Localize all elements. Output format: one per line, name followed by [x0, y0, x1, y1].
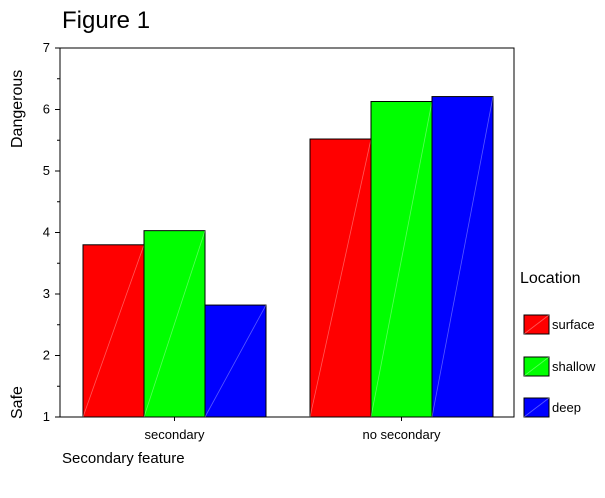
- x-axis-label: Secondary feature: [62, 450, 185, 467]
- legend-label-surface: surface: [552, 317, 595, 332]
- legend-title: Location: [520, 270, 581, 287]
- y-axis-label-safe: Safe: [9, 386, 26, 419]
- x-category-label: secondary: [145, 427, 205, 442]
- y-tick-label: 2: [43, 348, 50, 363]
- legend: Location surface shallow deep: [520, 270, 596, 417]
- y-tick-label: 5: [43, 163, 50, 178]
- x-category-label: no secondary: [362, 427, 441, 442]
- legend-label-deep: deep: [552, 400, 581, 415]
- y-tick-label: 6: [43, 102, 50, 117]
- legend-label-shallow: shallow: [552, 359, 596, 374]
- y-axis-label-dangerous: Dangerous: [9, 70, 26, 148]
- y-tick-label: 1: [43, 409, 50, 424]
- y-tick-label: 3: [43, 286, 50, 301]
- y-tick-label: 7: [43, 40, 50, 55]
- figure-title: Figure 1: [62, 7, 150, 34]
- plot-area: 1 2 3 4 5 6 7 secondary no secondary: [43, 40, 514, 442]
- y-tick-label: 4: [43, 225, 50, 240]
